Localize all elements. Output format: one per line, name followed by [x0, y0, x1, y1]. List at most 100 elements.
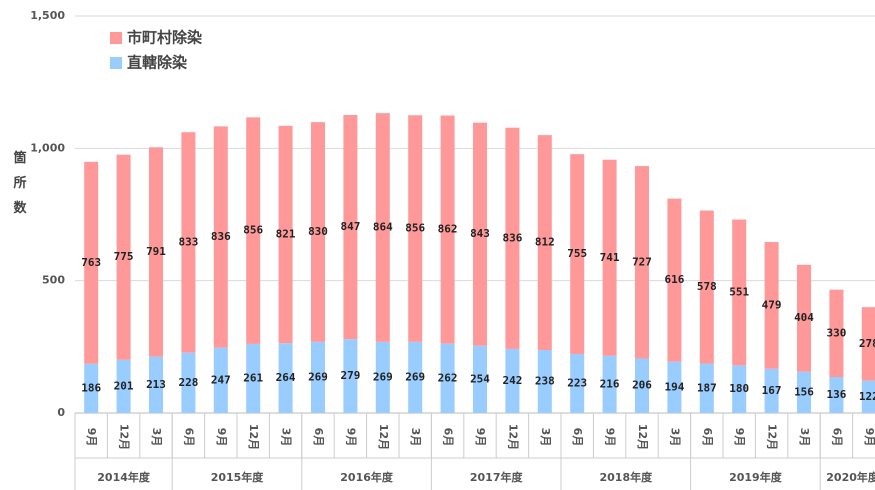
bar-segment: [343, 114, 358, 340]
y-tick-label: 0: [57, 406, 65, 419]
group-label: 2015年度: [211, 470, 265, 484]
value-label: 847: [340, 220, 360, 233]
value-label: 862: [438, 223, 458, 236]
value-label: 187: [697, 381, 717, 394]
value-label: 821: [276, 227, 296, 240]
bar-segment: [375, 113, 390, 342]
bar-segment: [116, 359, 131, 413]
bar-segment: [116, 154, 131, 360]
group-label: 2017年度: [470, 470, 524, 484]
value-label: 616: [664, 273, 684, 286]
x-tick-label: 9月: [215, 428, 228, 447]
x-tick-label: 6月: [182, 428, 195, 447]
value-label: 194: [664, 380, 684, 393]
bar-segment: [602, 159, 617, 356]
x-tick-label: 12月: [636, 424, 649, 450]
bar-segment: [473, 122, 487, 346]
bar-segment: [537, 135, 552, 351]
y-tick-label: 500: [42, 274, 65, 287]
bar-segment: [667, 198, 682, 362]
x-tick-label: 9月: [344, 428, 357, 447]
x-tick-label: 3月: [668, 428, 681, 447]
x-tick-label: 12月: [506, 424, 519, 450]
x-tick-label: 9月: [85, 428, 98, 447]
bar-segment: [635, 166, 649, 359]
value-label: 223: [567, 376, 587, 389]
value-label: 261: [243, 371, 263, 384]
value-label: 830: [308, 225, 328, 238]
value-label: 254: [470, 372, 490, 385]
bar-segment: [732, 219, 747, 366]
bar-segment: [732, 365, 747, 413]
bar-segment: [570, 154, 585, 354]
bar-segment: [505, 127, 520, 349]
value-label: 763: [81, 256, 101, 269]
bar-segment: [343, 339, 358, 413]
value-label: 279: [340, 369, 360, 382]
bar-segment: [149, 356, 163, 413]
x-tick-label: 3月: [409, 428, 422, 447]
x-tick-label: 9月: [733, 428, 746, 447]
bar-segment: [764, 368, 779, 413]
value-label: 864: [373, 220, 393, 233]
group-label: 2019年度: [729, 470, 783, 484]
value-label: 856: [243, 224, 263, 237]
bar-segment: [667, 361, 682, 413]
legend-label: 市町村除染: [127, 29, 203, 47]
group-label: 2020年度: [826, 470, 875, 484]
value-label: 167: [762, 384, 782, 397]
value-label: 812: [535, 236, 555, 249]
value-label: 479: [762, 298, 782, 311]
bar-segment: [375, 341, 390, 413]
bar-segment: [213, 347, 228, 413]
value-label: 836: [211, 230, 231, 243]
value-label: 262: [438, 371, 458, 384]
value-label: 201: [114, 379, 134, 392]
bar-segment: [764, 242, 779, 369]
x-tick-label: 12月: [247, 424, 260, 450]
value-label: 206: [632, 379, 652, 392]
bar-segment: [84, 161, 99, 364]
bar-segment: [797, 371, 811, 413]
value-label: 330: [826, 326, 846, 339]
value-label: 247: [211, 373, 231, 386]
value-label: 269: [373, 370, 393, 383]
value-label: 791: [146, 245, 166, 258]
value-label: 242: [502, 374, 522, 387]
value-label: 216: [600, 377, 620, 390]
group-label: 2016年度: [340, 470, 394, 484]
bar-segment: [181, 132, 196, 353]
bar-segment: [278, 343, 293, 413]
x-tick-label: 12月: [118, 424, 131, 450]
x-tick-label: 6月: [442, 428, 455, 447]
legend-swatch: [110, 57, 122, 69]
x-tick-label: 12月: [766, 424, 779, 450]
bar-segment: [537, 350, 552, 413]
x-tick-label: 3月: [280, 428, 293, 447]
value-label: 741: [600, 251, 620, 264]
value-label: 755: [567, 247, 587, 260]
value-label: 269: [405, 370, 425, 383]
value-label: 264: [276, 371, 296, 384]
x-tick-label: 3月: [150, 428, 163, 447]
legend-label: 直轄除染: [127, 54, 188, 72]
value-label: 278: [859, 337, 875, 350]
x-tick-label: 9月: [474, 428, 487, 447]
bar-segment: [505, 348, 520, 413]
value-label: 856: [405, 222, 425, 235]
group-label: 2018年度: [599, 470, 653, 484]
bar-segment: [699, 210, 714, 364]
value-label: 156: [794, 385, 814, 398]
x-tick-label: 3月: [798, 428, 811, 447]
x-tick-label: 6月: [312, 428, 325, 447]
bar-segment: [84, 363, 99, 413]
bar-segment: [149, 147, 163, 357]
bar-segment: [311, 341, 325, 413]
value-label: 551: [729, 285, 749, 298]
bar-segment: [861, 307, 875, 381]
value-label: 578: [697, 280, 717, 293]
bar-segment: [311, 122, 325, 342]
x-tick-label: 3月: [539, 428, 552, 447]
y-axis-label: 箇所数: [11, 150, 27, 226]
bar-segment: [213, 126, 228, 348]
